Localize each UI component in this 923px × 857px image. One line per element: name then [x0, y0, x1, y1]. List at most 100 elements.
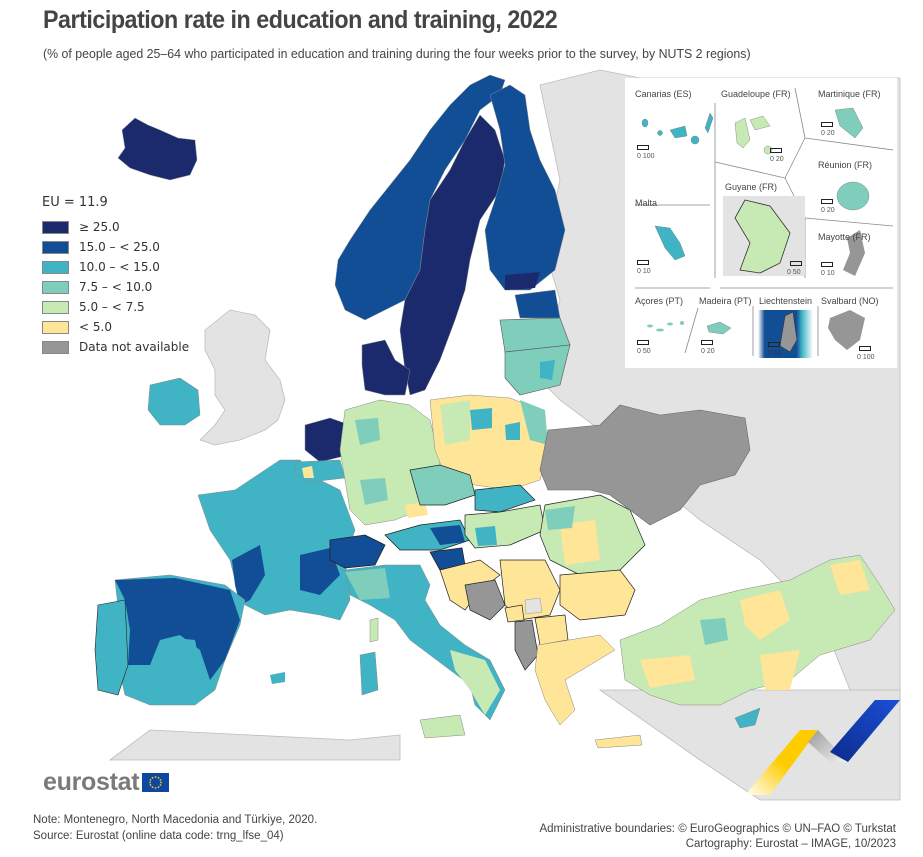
region-balearics [270, 672, 285, 684]
inset-scale-canarias: 0 100 [637, 153, 655, 160]
scale-bar-icon [770, 148, 782, 153]
region-sicily [419, 714, 466, 739]
region-poland-teal-2 [520, 400, 548, 445]
legend-swatch [42, 220, 69, 234]
legend-swatch [42, 280, 69, 294]
region-italy-nw [345, 568, 390, 600]
inset-label-mayotte: Mayotte (FR) [818, 232, 871, 242]
inset-label-acores: Açores (PT) [635, 296, 684, 306]
region-romania-yellow [560, 520, 600, 565]
inset-scale-malta: 0 10 [637, 268, 651, 275]
region-hainaut [302, 466, 314, 478]
region-lithuania [504, 344, 571, 396]
region-albania [514, 619, 539, 671]
scale-bar-icon [790, 261, 802, 266]
eurostat-logo: eurostat [43, 768, 170, 797]
region-sweden [399, 114, 506, 396]
mayotte-shape [843, 230, 865, 276]
region-corsica [369, 617, 379, 643]
region-austria-blue [430, 525, 465, 545]
region-turkiye-yellow-4 [760, 650, 800, 690]
guadeloupe-shape [734, 115, 773, 155]
legend-label: ≥ 25.0 [79, 220, 120, 234]
region-bavaria-yellow [405, 502, 428, 518]
region-poland-green [440, 400, 470, 445]
inset-label-martinique: Martinique (FR) [818, 89, 881, 99]
region-germany-teal [355, 418, 380, 445]
cartography-credit: Cartography: Eurostat – IMAGE, 10/2023 [685, 838, 896, 850]
inset-label-madeira: Madeira (PT) [699, 296, 752, 306]
svalbard-shape [828, 310, 865, 350]
scale-bar-icon [637, 340, 649, 345]
region-ukraine [539, 404, 751, 526]
inset-label-guyane: Guyane (FR) [725, 182, 778, 192]
region-bulgaria [559, 569, 636, 621]
scale-bar-icon [859, 346, 871, 351]
region-portugal [94, 599, 129, 696]
legend-label: 5.0 – < 7.5 [79, 300, 145, 314]
legend-swatch [42, 320, 69, 334]
region-norway [334, 74, 506, 321]
legend-item: 15.0 – < 25.0 [42, 237, 189, 257]
inset-dividers [635, 87, 894, 358]
source-text: Source: Eurostat (online data code: trng… [33, 830, 284, 842]
inset-label-reunion: Réunion (FR) [818, 160, 873, 170]
inset-label-canarias: Canarias (ES) [635, 89, 692, 99]
region-finland [484, 84, 566, 291]
note-text: Note: Montenegro, North Macedonia and Tü… [33, 814, 318, 826]
region-cyprus [734, 707, 761, 729]
eu-flag-icon [142, 773, 170, 792]
inset-label-liechtenstein: Liechtenstein [759, 296, 813, 306]
legend-label: < 5.0 [79, 320, 112, 334]
scale-bar-icon [637, 260, 649, 265]
page-title: Participation rate in education and trai… [43, 6, 558, 34]
acores-shape [647, 321, 684, 332]
region-helsinki [505, 272, 540, 290]
legend-item: Data not available [42, 337, 189, 357]
reunion-shape [836, 181, 870, 211]
guyane-shape [734, 199, 791, 274]
legend-label: Data not available [79, 340, 190, 354]
scale-bar-icon [768, 342, 780, 347]
scale-bar-icon [821, 122, 833, 127]
legend-label: 7.5 – < 10.0 [79, 280, 153, 294]
eurostat-wordmark: eurostat [43, 768, 140, 796]
region-crete [594, 734, 643, 749]
legend-swatch [42, 240, 69, 254]
legend-swatch [42, 300, 69, 314]
inset-scale-martinique: 0 20 [821, 130, 835, 137]
region-greece [534, 634, 616, 726]
map-legend: EU = 11.9 ≥ 25.0 15.0 – < 25.0 10.0 – < … [42, 195, 189, 357]
legend-swatch [42, 260, 69, 274]
region-nouvelle-aquitaine [232, 545, 265, 605]
page-subtitle: (% of people aged 25–64 who participated… [43, 46, 751, 61]
region-romania-teal [545, 506, 575, 530]
scale-bar-icon [701, 340, 713, 345]
region-vilnius [540, 360, 555, 380]
scale-bar-icon [821, 262, 833, 267]
scale-bar-icon [821, 199, 833, 204]
region-turkiye-yellow-3 [640, 655, 695, 688]
region-slovakia [474, 484, 536, 513]
malta-shape [654, 225, 686, 261]
region-iceland [117, 117, 198, 181]
region-north-macedonia [534, 614, 569, 646]
region-denmark [361, 339, 411, 396]
region-ankara [700, 618, 728, 645]
inset-scale-liechtenstein: 0 10 [768, 350, 782, 357]
canarias-shape [641, 112, 714, 145]
region-turkiye-yellow-2 [830, 560, 870, 595]
legend-item: < 5.0 [42, 317, 189, 337]
footer-credits: Administrative boundaries: © EuroGeograp… [539, 822, 896, 852]
region-italy-south [450, 650, 500, 715]
eurostat-ribbon-decoration [745, 700, 900, 795]
inset-label-malta: Malta [635, 198, 658, 208]
scale-bar-icon [637, 145, 649, 150]
legend-label: 10.0 – < 15.0 [79, 260, 160, 274]
legend-item: 10.0 – < 15.0 [42, 257, 189, 277]
outermost-regions-insets: Canarias (ES) Guadeloupe (FR) Martinique… [625, 78, 897, 368]
martinique-shape [834, 107, 864, 139]
region-hungary-teal [475, 526, 497, 546]
region-estonia [514, 289, 561, 319]
region-turkiye-yellow [740, 590, 790, 640]
